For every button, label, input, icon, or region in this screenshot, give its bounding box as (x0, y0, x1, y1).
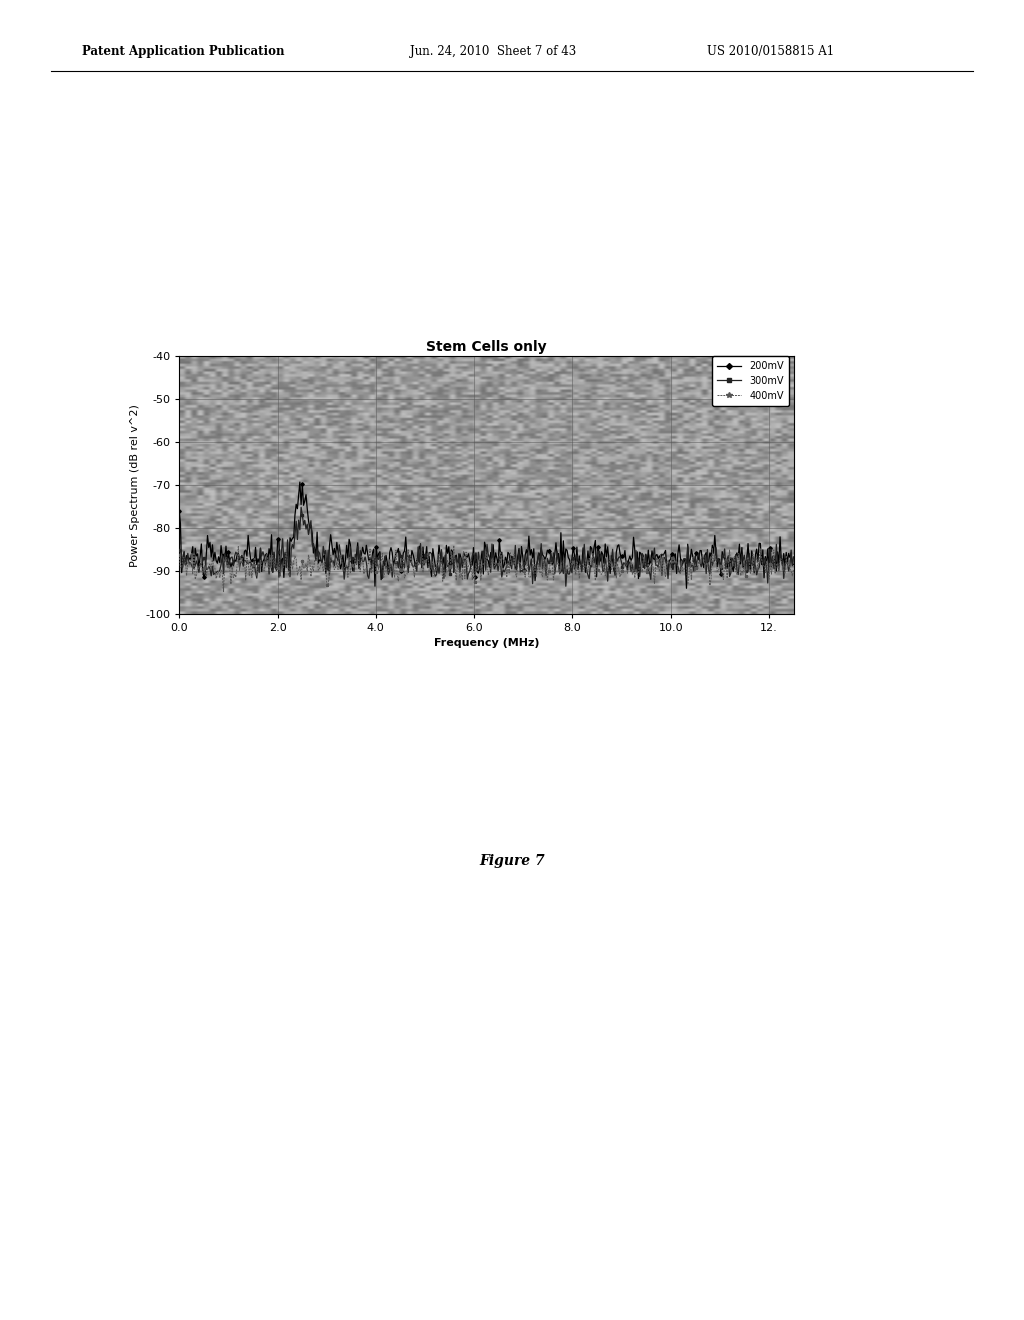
400mV (542, 572, 554, 587)
Text: US 2010/0158815 A1: US 2010/0158815 A1 (707, 45, 834, 58)
200mV (466, 557, 478, 573)
Line: 300mV: 300mV (178, 506, 795, 587)
400mV (173, 548, 185, 564)
200mV (294, 474, 306, 490)
200mV (787, 556, 800, 572)
200mV (173, 503, 185, 519)
Text: Patent Application Publication: Patent Application Publication (82, 45, 285, 58)
400mV (447, 537, 460, 553)
300mV (295, 499, 307, 515)
Legend: 200mV, 300mV, 400mV: 200mV, 300mV, 400mV (713, 356, 788, 405)
300mV (540, 568, 552, 583)
400mV (508, 546, 520, 562)
300mV (470, 553, 482, 569)
300mV (507, 549, 519, 565)
400mV (787, 561, 800, 577)
300mV (466, 548, 478, 564)
300mV (787, 549, 800, 565)
Text: Figure 7: Figure 7 (479, 854, 545, 867)
400mV (679, 561, 691, 577)
Text: Jun. 24, 2010  Sheet 7 of 43: Jun. 24, 2010 Sheet 7 of 43 (410, 45, 575, 58)
400mV (775, 552, 787, 568)
X-axis label: Frequency (MHz): Frequency (MHz) (433, 639, 540, 648)
Line: 400mV: 400mV (178, 544, 795, 593)
200mV (775, 553, 787, 569)
Y-axis label: Power Spectrum (dB rel v^2): Power Spectrum (dB rel v^2) (130, 404, 139, 566)
400mV (467, 557, 479, 573)
200mV (507, 550, 519, 566)
200mV (680, 581, 692, 597)
400mV (217, 583, 229, 599)
200mV (678, 550, 690, 566)
Line: 200mV: 200mV (178, 480, 795, 590)
300mV (679, 550, 691, 566)
400mV (471, 564, 483, 579)
200mV (470, 545, 482, 561)
200mV (540, 549, 552, 565)
Title: Stem Cells only: Stem Cells only (426, 339, 547, 354)
300mV (173, 543, 185, 558)
300mV (775, 552, 787, 568)
300mV (560, 578, 572, 594)
